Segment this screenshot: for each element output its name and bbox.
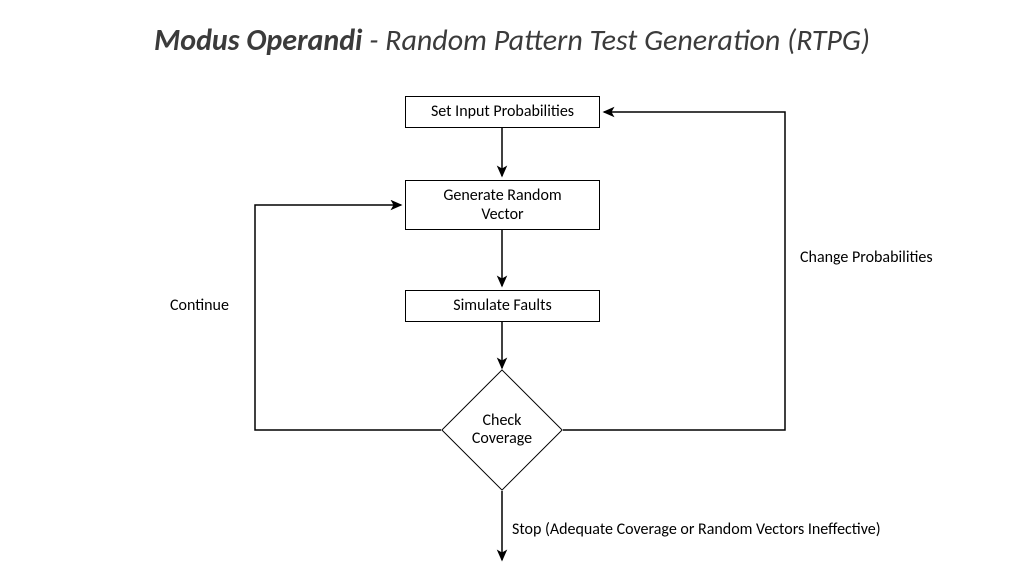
title-rest: Random Pattern Test Generation (RTPG) (385, 22, 870, 59)
edge-label-continue: Continue (170, 296, 229, 315)
node-label: Simulate Faults (453, 296, 551, 315)
edge-label-change-probabilities: Change Probabilities (800, 248, 933, 267)
node-label: CheckCoverage (459, 387, 545, 473)
title-separator: - (362, 22, 385, 59)
node-label: Generate RandomVector (443, 186, 561, 224)
slide-title: Modus Operandi - Random Pattern Test Gen… (0, 22, 1024, 59)
node-set-input-probabilities: Set Input Probabilities (405, 96, 600, 128)
edges-layer (0, 0, 1024, 576)
node-label: Set Input Probabilities (431, 102, 574, 121)
node-generate-random-vector: Generate RandomVector (405, 180, 600, 230)
title-bold: Modus Operandi (154, 22, 362, 59)
diagram-canvas: Modus Operandi - Random Pattern Test Gen… (0, 0, 1024, 576)
node-check-coverage: CheckCoverage (459, 387, 545, 473)
node-simulate-faults: Simulate Faults (405, 290, 600, 322)
diamond-text-span: CheckCoverage (472, 412, 532, 449)
edge-label-stop: Stop (Adequate Coverage or Random Vector… (512, 520, 881, 539)
edge-e5 (563, 112, 785, 430)
